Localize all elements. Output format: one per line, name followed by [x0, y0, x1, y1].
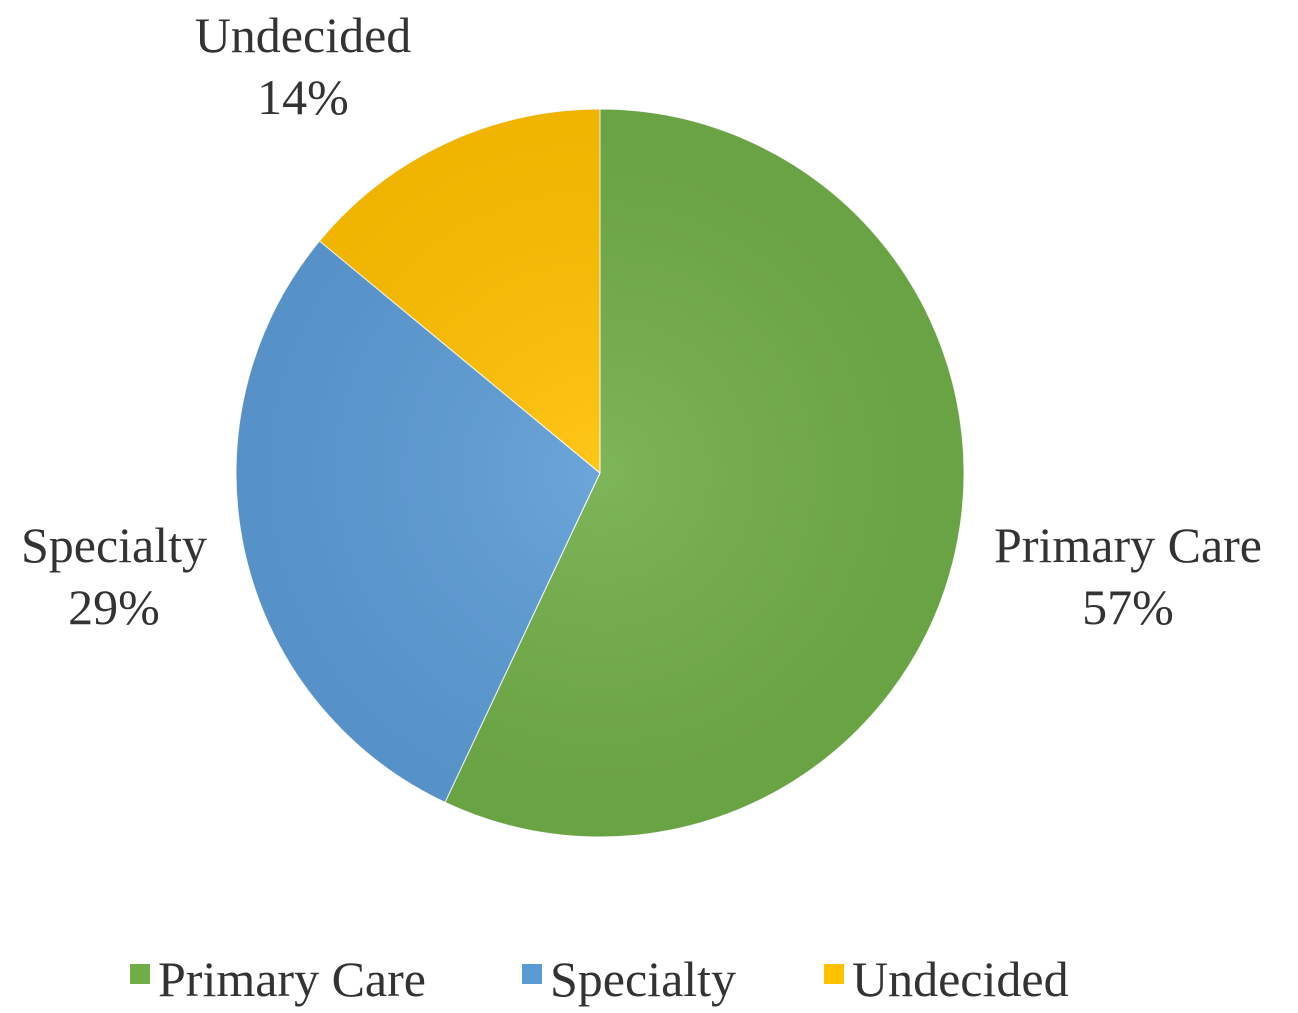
- slice-label-group-specialty: Specialty 29%: [21, 517, 207, 635]
- slice-label-group-undecided: Undecided 14%: [195, 7, 412, 125]
- legend-swatch-undecided: [824, 964, 844, 984]
- slice-label-value-specialty: 29%: [68, 579, 160, 635]
- legend-item-primary-care: Primary Care: [130, 951, 426, 1007]
- slice-label-name-specialty: Specialty: [21, 517, 207, 573]
- legend-item-undecided: Undecided: [824, 951, 1069, 1007]
- slice-label-name-undecided: Undecided: [195, 7, 412, 63]
- legend-label-undecided: Undecided: [852, 951, 1069, 1007]
- legend-swatch-primary-care: [130, 964, 150, 984]
- legend-swatch-specialty: [522, 964, 542, 984]
- slice-label-group-primary-care: Primary Care 57%: [994, 517, 1262, 635]
- slice-label-value-primary-care: 57%: [1082, 579, 1174, 635]
- legend-label-specialty: Specialty: [550, 951, 736, 1007]
- slice-label-value-undecided: 14%: [257, 69, 349, 125]
- legend: Primary Care Specialty Undecided: [130, 951, 1069, 1007]
- legend-label-primary-care: Primary Care: [158, 951, 426, 1007]
- legend-item-specialty: Specialty: [522, 951, 736, 1007]
- pie-slices: [235, 108, 965, 838]
- slice-label-name-primary-care: Primary Care: [994, 517, 1262, 573]
